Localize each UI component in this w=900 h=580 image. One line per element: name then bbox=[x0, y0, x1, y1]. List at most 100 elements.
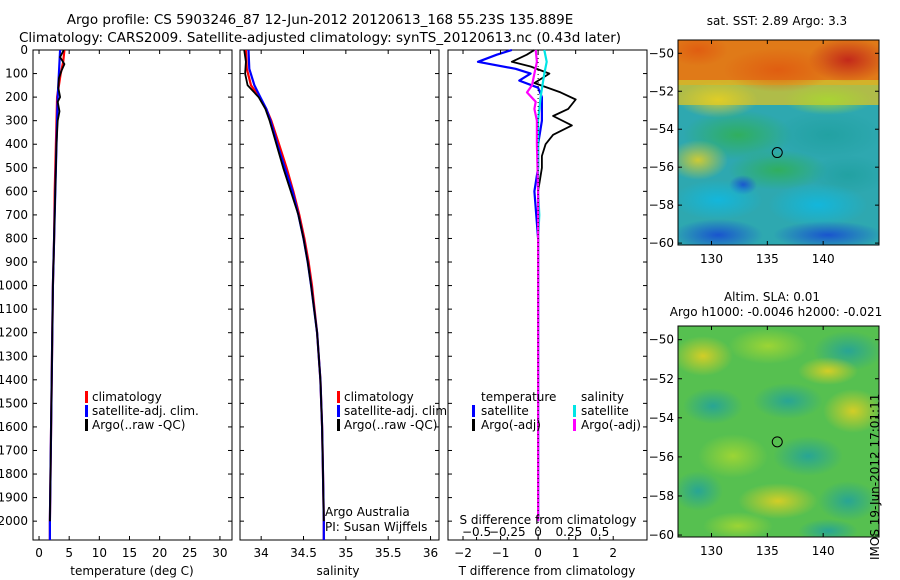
y-tick-label: 1800 bbox=[0, 467, 28, 481]
legend-swatch-temp-argo bbox=[472, 419, 475, 431]
legend-swatch-argo bbox=[85, 419, 88, 431]
timestamp-stamp: IMOS 19-Jun-2012 17:01:11 bbox=[868, 393, 882, 560]
salinity-legend: climatology satellite-adj. clim. Argo(..… bbox=[337, 390, 451, 432]
y-tick-label: 0 bbox=[20, 43, 28, 57]
y-tick-label: −56 bbox=[649, 160, 674, 174]
x-tick-label: 140 bbox=[812, 252, 835, 266]
s-tick-label: 0 bbox=[534, 525, 542, 539]
y-tick-label: 1200 bbox=[0, 326, 28, 340]
legend-label-climatology: climatology bbox=[344, 390, 414, 404]
figure-title-line1: Argo profile: CS 5903246_87 12-Jun-2012 … bbox=[66, 12, 574, 28]
x-tick-label: 0 bbox=[35, 546, 43, 560]
temperature-xlabel: temperature (deg C) bbox=[70, 564, 193, 578]
x-tick-label: 35 bbox=[338, 546, 353, 560]
legend-label-climatology: climatology bbox=[92, 390, 162, 404]
difference-legend: temperature satellite Argo(-adj) salinit… bbox=[472, 390, 641, 432]
legend-label-argo: Argo(..raw -QC) bbox=[344, 418, 437, 432]
y-tick-label: 200 bbox=[5, 90, 28, 104]
legend-swatch-satellite-adj bbox=[85, 405, 88, 417]
y-tick-label: 1600 bbox=[0, 420, 28, 434]
sla-map-frame bbox=[677, 325, 880, 538]
x-tick-label: 34 bbox=[254, 546, 269, 560]
y-tick-label: 2000 bbox=[0, 514, 28, 528]
legend-swatch-sal-argo bbox=[573, 419, 576, 431]
sla-map-axes: 130 135 140 −50 −52 −54 −56 −58 −60 bbox=[649, 326, 879, 558]
difference-xlabel-top: S difference from climatology bbox=[460, 513, 637, 527]
y-tick-label: 1900 bbox=[0, 491, 28, 505]
legend-label-satellite-adj: satellite-adj. clim. bbox=[92, 404, 199, 418]
legend-label-temp-satellite: satellite bbox=[481, 404, 529, 418]
y-tick-label: −54 bbox=[649, 411, 674, 425]
sst-map-axes: 130 135 140 −50 −52 −54 −56 −58 −60 bbox=[649, 40, 879, 266]
y-tick-label: 900 bbox=[5, 255, 28, 269]
temperature-series-group bbox=[48, 49, 66, 540]
x-tick-label: 5 bbox=[65, 546, 73, 560]
difference-plot-frame bbox=[447, 49, 648, 541]
y-tick-label: 500 bbox=[5, 161, 28, 175]
y-tick-label: −50 bbox=[649, 333, 674, 347]
difference-axes: −2 −1 0 1 2 −0.5−0.25 0 0.25 0.5 bbox=[448, 49, 647, 560]
y-tick-label: 600 bbox=[5, 184, 28, 198]
y-tick-label: −58 bbox=[649, 489, 674, 503]
legend-title-temperature: temperature bbox=[481, 390, 556, 404]
salinity-annotation-line1: Argo Australia bbox=[325, 505, 410, 519]
y-tick-label: −60 bbox=[649, 528, 674, 542]
sst-map-frame bbox=[677, 39, 880, 246]
x-tick-label: 1 bbox=[572, 546, 580, 560]
sla-argo-location-marker bbox=[771, 436, 783, 448]
difference-xlabel: T difference from climatology bbox=[458, 564, 636, 578]
y-tick-label: −56 bbox=[649, 450, 674, 464]
x-tick-label: 130 bbox=[700, 544, 723, 558]
legend-swatch-satellite-adj bbox=[337, 405, 340, 417]
x-tick-label: 140 bbox=[812, 544, 835, 558]
salinity-annotation-line2: PI: Susan Wijffels bbox=[325, 520, 427, 534]
salinity-xlabel: salinity bbox=[316, 564, 359, 578]
legend-swatch-argo bbox=[337, 419, 340, 431]
x-tick-label: 135 bbox=[756, 544, 779, 558]
x-tick-label: 2 bbox=[609, 546, 617, 560]
y-tick-label: −50 bbox=[649, 46, 674, 60]
x-tick-label: 130 bbox=[700, 252, 723, 266]
legend-label-temp-argo: Argo(-adj) bbox=[481, 418, 541, 432]
s-tick-label: −0.5 bbox=[462, 525, 491, 539]
legend-label-sal-argo: Argo(-adj) bbox=[581, 418, 641, 432]
legend-title-salinity: salinity bbox=[581, 390, 624, 404]
y-tick-label: 700 bbox=[5, 208, 28, 222]
y-tick-label: 100 bbox=[5, 67, 28, 81]
y-tick-label: −60 bbox=[649, 236, 674, 250]
legend-swatch-climatology bbox=[337, 391, 340, 403]
s-tick-label: 0.25 bbox=[556, 525, 583, 539]
sst-map-image bbox=[678, 40, 879, 245]
y-tick-label: 1400 bbox=[0, 373, 28, 387]
legend-swatch-temp-satellite bbox=[472, 405, 475, 417]
sst-argo-location-marker bbox=[771, 147, 783, 159]
y-tick-label: 1100 bbox=[0, 302, 28, 316]
sla-map-title-line1: Altim. SLA: 0.01 bbox=[724, 290, 820, 304]
s-tick-label: 0.5 bbox=[590, 525, 609, 539]
y-tick-label: 800 bbox=[5, 231, 28, 245]
salinity-series-group bbox=[243, 49, 325, 540]
y-tick-label: 1000 bbox=[0, 279, 28, 293]
x-tick-label: −2 bbox=[454, 546, 472, 560]
y-tick-label: 1300 bbox=[0, 349, 28, 363]
y-tick-label: −52 bbox=[649, 372, 674, 386]
legend-swatch-sal-satellite bbox=[573, 405, 576, 417]
sla-map-image bbox=[678, 326, 879, 537]
y-tick-label: 300 bbox=[5, 114, 28, 128]
salinity-axes: 34 34.5 35 35.5 36 bbox=[240, 49, 439, 560]
y-tick-label: −54 bbox=[649, 122, 674, 136]
figure-title-line2: Climatology: CARS2009. Satellite-adjuste… bbox=[18, 30, 622, 46]
series-line-argo-adj- bbox=[525, 49, 540, 522]
x-tick-label: 10 bbox=[92, 546, 107, 560]
legend-label-sal-satellite: satellite bbox=[581, 404, 629, 418]
temperature-plot-frame bbox=[32, 49, 233, 541]
x-tick-label: 35.5 bbox=[375, 546, 402, 560]
x-tick-label: 36 bbox=[423, 546, 438, 560]
x-tick-label: 135 bbox=[756, 252, 779, 266]
s-tick-label: −0.25 bbox=[489, 525, 526, 539]
x-tick-label: −1 bbox=[492, 546, 510, 560]
legend-label-satellite-adj: satellite-adj. clim. bbox=[344, 404, 451, 418]
x-tick-label: 20 bbox=[152, 546, 167, 560]
legend-label-argo: Argo(..raw -QC) bbox=[92, 418, 185, 432]
